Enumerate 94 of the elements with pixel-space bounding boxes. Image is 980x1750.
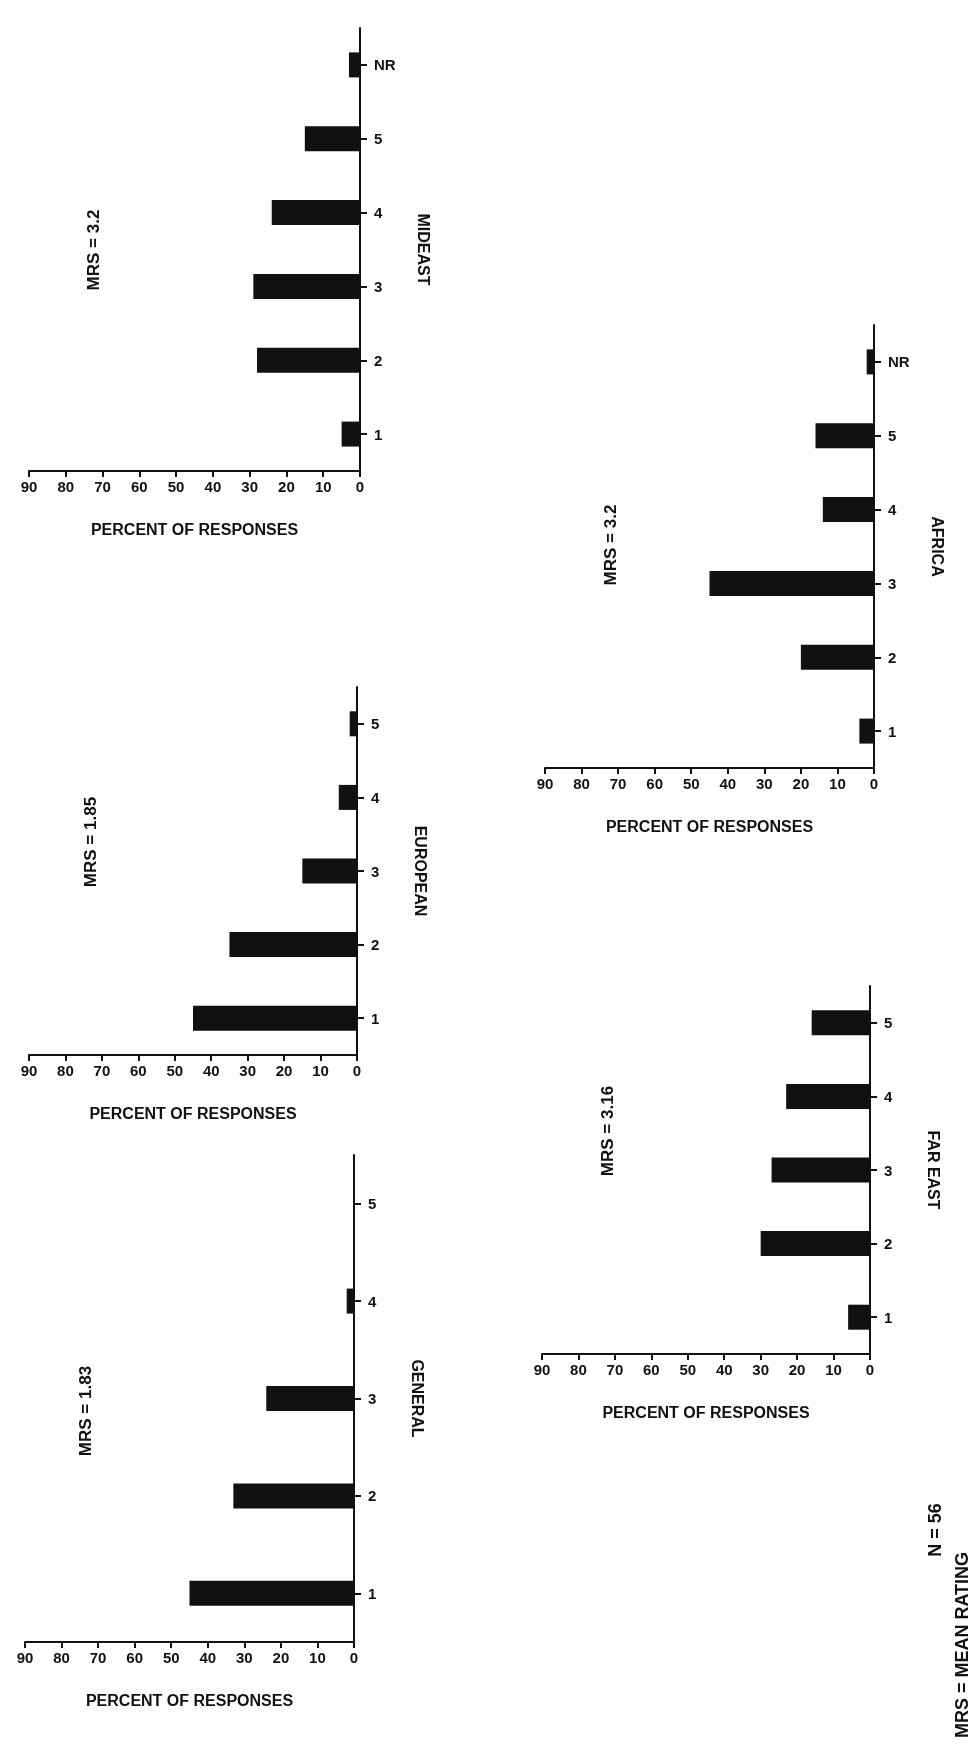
y-axis-title: FAR EAST xyxy=(924,1130,942,1210)
y-tick-label: NR xyxy=(374,56,396,74)
y-tick-label: 2 xyxy=(371,936,380,954)
x-tick-label: 70 xyxy=(94,478,111,495)
x-tick-label: 20 xyxy=(278,478,295,495)
y-tick-label: 4 xyxy=(368,1292,377,1310)
x-tick-label: 30 xyxy=(752,1361,770,1378)
x-tick-label: 10 xyxy=(829,775,846,792)
x-tick-label: 60 xyxy=(130,478,148,495)
x-tick-label: 10 xyxy=(312,1062,329,1079)
x-tick-label: 60 xyxy=(129,1062,147,1079)
annotation: MRS = 1.85 xyxy=(80,796,100,888)
x-tick-label: 90 xyxy=(20,1062,38,1079)
x-axis-title: PERCENT OF RESPONSES xyxy=(90,520,299,538)
x-tick-label: 0 xyxy=(865,1361,875,1378)
y-tick-label: 2 xyxy=(368,1487,377,1505)
x-tick-label: 80 xyxy=(570,1361,587,1378)
y-axis-title: AFRICA xyxy=(928,516,946,578)
y-tick-label: 5 xyxy=(888,427,897,445)
x-tick-label: 30 xyxy=(241,478,259,495)
x-tick-label: 90 xyxy=(16,1649,34,1666)
x-tick-label: 20 xyxy=(792,775,810,792)
x-tick-label: 80 xyxy=(57,1062,74,1079)
x-tick-label: 70 xyxy=(606,1361,624,1378)
x-tick-label: 30 xyxy=(755,775,773,792)
x-tick-label: 80 xyxy=(57,478,75,495)
x-tick-label: 50 xyxy=(679,1361,697,1378)
y-axis-title: EUROPEAN xyxy=(411,825,429,917)
x-tick-label: 60 xyxy=(126,1649,144,1666)
y-tick-label: 1 xyxy=(368,1584,377,1602)
x-tick-label: 0 xyxy=(869,775,879,792)
x-tick-label: 20 xyxy=(272,1649,290,1666)
x-axis-title: PERCENT OF RESPONSES xyxy=(89,1104,297,1122)
x-tick-label: 90 xyxy=(533,1361,551,1378)
text: MRS = MEAN RATING xyxy=(952,1551,972,1739)
y-axis-title: GENERAL xyxy=(408,1359,426,1438)
y-tick-label: 1 xyxy=(888,722,897,740)
y-tick-label: 3 xyxy=(371,862,380,880)
x-tick-label: 40 xyxy=(719,775,737,792)
x-axis-title: PERCENT OF RESPONSES xyxy=(85,1691,294,1709)
x-tick-label: 10 xyxy=(825,1361,842,1378)
x-tick-label: 40 xyxy=(202,1062,220,1079)
y-tick-label: 4 xyxy=(371,788,380,806)
x-tick-label: 90 xyxy=(20,478,38,495)
x-tick-label: 50 xyxy=(167,478,185,495)
y-axis-title: MIDEAST xyxy=(414,213,432,286)
x-tick-label: 50 xyxy=(682,775,700,792)
annotation: MRS = 3.2 xyxy=(83,209,103,291)
y-tick-label: 3 xyxy=(884,1161,893,1179)
y-tick-label: 1 xyxy=(884,1308,893,1326)
x-tick-label: 80 xyxy=(53,1649,70,1666)
x-tick-label: 10 xyxy=(314,478,332,495)
x-tick-label: 20 xyxy=(788,1361,806,1378)
annotation: MRS = 3.2 xyxy=(600,504,620,586)
x-tick-label: 70 xyxy=(609,775,627,792)
x-tick-label: 10 xyxy=(309,1649,326,1666)
x-tick-label: 60 xyxy=(646,775,664,792)
y-tick-label: 2 xyxy=(888,648,897,666)
y-tick-label: NR xyxy=(888,353,910,371)
y-tick-label: 2 xyxy=(884,1235,893,1253)
y-tick-label: 5 xyxy=(374,130,383,148)
y-tick-label: 5 xyxy=(368,1195,377,1213)
x-axis-title: PERCENT OF RESPONSES xyxy=(605,817,814,835)
x-tick-label: 50 xyxy=(162,1649,180,1666)
annotation: MRS = 3.16 xyxy=(597,1085,617,1177)
y-tick-label: 3 xyxy=(888,574,897,592)
x-tick-label: 50 xyxy=(166,1062,184,1079)
x-tick-label: 60 xyxy=(642,1361,660,1378)
x-tick-label: 30 xyxy=(239,1062,257,1079)
x-tick-label: 0 xyxy=(349,1649,359,1666)
y-tick-label: 3 xyxy=(374,277,383,295)
x-tick-label: 80 xyxy=(573,775,590,792)
y-tick-label: 3 xyxy=(368,1390,377,1407)
x-tick-label: 40 xyxy=(199,1649,217,1666)
x-tick-label: 70 xyxy=(89,1649,107,1666)
x-tick-label: 0 xyxy=(355,478,365,495)
x-tick-label: 20 xyxy=(275,1062,293,1079)
text: N = 56 xyxy=(925,1503,945,1557)
x-tick-label: 90 xyxy=(536,775,554,792)
y-tick-label: 5 xyxy=(371,715,380,733)
y-tick-label: 4 xyxy=(888,501,897,519)
x-tick-label: 40 xyxy=(204,478,222,495)
y-tick-label: 4 xyxy=(884,1087,893,1105)
y-tick-label: 2 xyxy=(374,351,383,369)
y-tick-label: 5 xyxy=(884,1014,893,1032)
x-tick-label: 30 xyxy=(235,1649,253,1666)
y-tick-label: 4 xyxy=(374,204,383,222)
x-tick-label: 70 xyxy=(93,1062,111,1079)
x-axis-title: PERCENT OF RESPONSES xyxy=(602,1403,810,1421)
x-tick-label: 0 xyxy=(352,1062,362,1079)
y-tick-label: 1 xyxy=(374,425,383,443)
y-tick-label: 1 xyxy=(371,1009,380,1027)
x-tick-label: 40 xyxy=(715,1361,733,1378)
annotation: MRS = 1.83 xyxy=(75,1365,95,1457)
